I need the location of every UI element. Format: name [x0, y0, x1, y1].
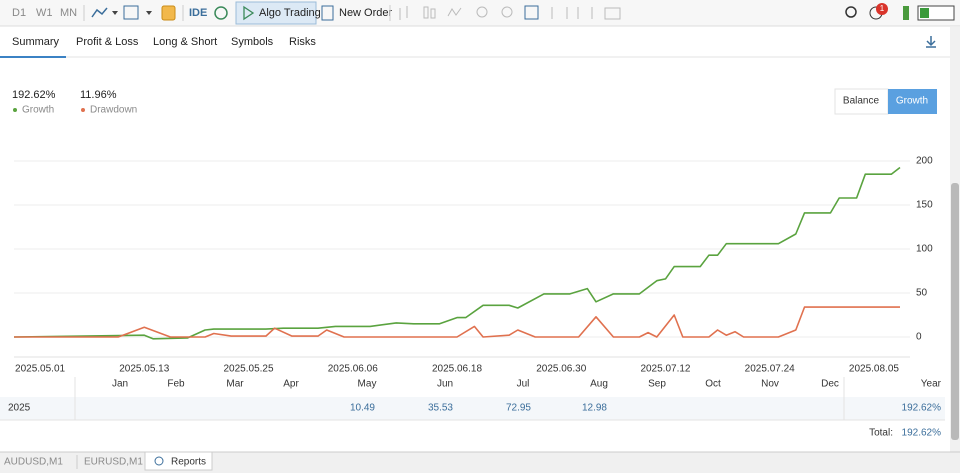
period-button[interactable]: MN: [60, 7, 77, 19]
search-icon[interactable]: [845, 6, 857, 18]
x-tick-label: 2025.07.12: [640, 364, 690, 375]
column-header: Feb: [167, 379, 185, 390]
total-value: 192.62%: [902, 428, 942, 439]
y-tick-label: 100: [916, 244, 933, 255]
month-value: 35.53: [428, 403, 453, 414]
legend-label: Drawdown: [90, 105, 137, 116]
tab[interactable]: Risks: [289, 36, 316, 48]
column-header: Oct: [705, 379, 721, 390]
market-icon[interactable]: [161, 5, 176, 21]
new-order-icon[interactable]: [321, 5, 334, 21]
column-header: Jan: [112, 379, 128, 390]
legend-dot: [81, 108, 85, 112]
chart-tab[interactable]: AUDUSD,M1: [4, 457, 63, 468]
x-tick-label: 2025.06.18: [432, 364, 482, 375]
reports-tab[interactable]: [144, 451, 213, 471]
x-tick-label: 2025.08.05: [849, 364, 899, 375]
x-tick-label: 2025.06.06: [328, 364, 378, 375]
total-label: Total:: [869, 428, 893, 439]
table-row-bg: [0, 397, 945, 420]
x-tick-label: 2025.05.25: [223, 364, 273, 375]
x-tick-label: 2025.06.30: [536, 364, 586, 375]
column-header: Jun: [437, 379, 453, 390]
indicators-icon[interactable]: [123, 5, 139, 20]
notification-badge: [876, 3, 888, 15]
x-tick-label: 2025.07.24: [745, 364, 795, 375]
column-header: Jul: [517, 379, 530, 390]
y-tick-label: 0: [916, 332, 922, 343]
column-header: Nov: [761, 379, 779, 390]
ide-button[interactable]: IDE: [189, 7, 207, 19]
legend-label: Growth: [22, 105, 54, 116]
notification-count: 1: [880, 4, 885, 13]
bottom-bar: [0, 452, 960, 473]
tab[interactable]: Profit & Loss: [76, 36, 139, 48]
signal-icon: [903, 6, 909, 20]
column-header: Apr: [283, 379, 299, 390]
balance-label: Balance: [843, 96, 880, 107]
drawdown-value: 11.96%: [80, 89, 117, 101]
tab[interactable]: Summary: [12, 36, 60, 48]
signals-icon[interactable]: [214, 6, 228, 20]
new-order-button[interactable]: New Order: [339, 7, 393, 19]
column-header: Mar: [226, 379, 244, 390]
scroll-thumb[interactable]: [951, 183, 959, 440]
column-header: Year: [921, 379, 942, 390]
series-line: [13, 166, 901, 340]
tab[interactable]: Symbols: [231, 36, 274, 48]
year-value: 192.62%: [902, 403, 942, 414]
month-value: 12.98: [582, 403, 607, 414]
tab[interactable]: Long & Short: [153, 36, 217, 48]
month-value: 72.95: [506, 403, 531, 414]
y-tick-label: 50: [916, 288, 928, 299]
growth-label: Growth: [896, 96, 928, 107]
download-icon[interactable]: [926, 36, 936, 48]
balance-button[interactable]: [834, 88, 889, 115]
period-button[interactable]: D1: [12, 7, 26, 19]
legend-dot: [13, 108, 17, 112]
series-line: [14, 306, 900, 338]
growth-value: 192.62%: [12, 89, 56, 101]
x-tick-label: 2025.05.01: [15, 364, 65, 375]
row-label: 2025: [8, 403, 31, 414]
algo-trading-button[interactable]: [235, 1, 317, 25]
column-header: Sep: [648, 379, 666, 390]
column-header: Aug: [590, 379, 608, 390]
chart-tab[interactable]: EURUSD,M1: [84, 457, 143, 468]
month-value: 10.49: [350, 403, 375, 414]
growth-button[interactable]: [888, 89, 937, 114]
chart-type-icon[interactable]: [91, 7, 108, 18]
x-tick-label: 2025.05.13: [119, 364, 169, 375]
column-header: Dec: [821, 379, 839, 390]
y-tick-label: 150: [916, 200, 933, 211]
y-tick-label: 200: [916, 156, 933, 167]
column-header: May: [358, 379, 377, 390]
disabled-tools: [399, 5, 621, 20]
reports-tab-label: Reports: [171, 457, 206, 468]
algo-trading-label: Algo Trading: [259, 7, 321, 19]
toolbar: [0, 0, 960, 26]
period-button[interactable]: W1: [36, 7, 53, 19]
